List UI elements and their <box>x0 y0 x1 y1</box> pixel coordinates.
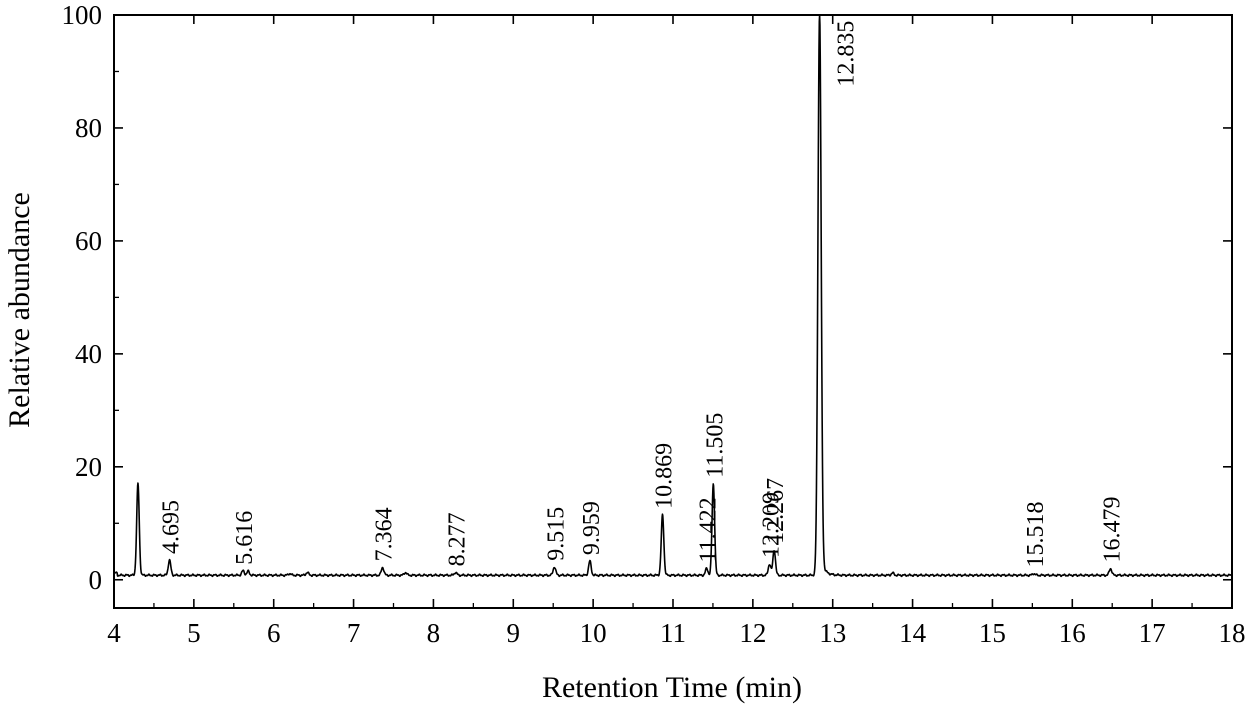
x-tick-label: 9 <box>507 618 521 648</box>
peak-label: 9.959 <box>579 501 605 555</box>
x-tick-label: 13 <box>819 618 846 648</box>
peak-label: 5.616 <box>232 511 258 565</box>
x-tick-label: 6 <box>267 618 281 648</box>
x-tick-label: 4 <box>107 618 121 648</box>
y-tick-label: 0 <box>89 565 103 595</box>
peak-label: 15.518 <box>1023 502 1049 568</box>
y-tick-label: 40 <box>75 339 102 369</box>
peak-label: 8.277 <box>445 512 471 566</box>
x-tick-label: 8 <box>427 618 441 648</box>
peak-label: 4.695 <box>159 500 185 554</box>
x-tick-label: 16 <box>1059 618 1086 648</box>
peak-label: 11.505 <box>702 413 728 478</box>
x-axis: 4 5 6 7 8 9 10 11 12 13 14 15 16 17 18 <box>107 15 1246 648</box>
x-tick-label: 17 <box>1139 618 1166 648</box>
plot-border <box>113 14 1233 609</box>
x-tick-label: 18 <box>1219 618 1246 648</box>
x-tick-label: 15 <box>979 618 1006 648</box>
peak-label: 16.479 <box>1100 496 1126 562</box>
peak-label: 9.515 <box>543 507 569 561</box>
y-tick-label: 60 <box>75 226 102 256</box>
x-axis-title: Retention Time (min) <box>542 671 802 704</box>
peak-label: 12.209 <box>759 492 785 558</box>
y-tick-label: 80 <box>75 113 102 143</box>
x-tick-label: 10 <box>580 618 607 648</box>
peak-label: 12.267 <box>763 478 789 544</box>
peak-label: 7.364 <box>372 507 398 561</box>
x-tick-label: 14 <box>899 618 927 648</box>
y-tick-label: 20 <box>75 452 102 482</box>
peak-labels: 4.695 5.616 7.364 8.277 9.515 9.959 10.869 11.4… <box>159 21 1126 568</box>
chromatogram-trace <box>113 14 1233 578</box>
x-tick-label: 5 <box>187 618 201 648</box>
plot-frame <box>113 14 1233 609</box>
peak-label: 10.869 <box>652 443 678 509</box>
y-axis: 0 20 40 60 80 100 <box>62 0 1232 595</box>
y-axis-title: Relative abundance <box>3 192 36 428</box>
x-tick-label: 7 <box>347 618 361 648</box>
x-tick-label: 12 <box>739 618 766 648</box>
y-tick-label: 100 <box>62 0 103 30</box>
peak-label: 11.422 <box>696 497 722 562</box>
peak-label: 12.835 <box>834 21 860 87</box>
x-tick-label: 11 <box>660 618 686 648</box>
